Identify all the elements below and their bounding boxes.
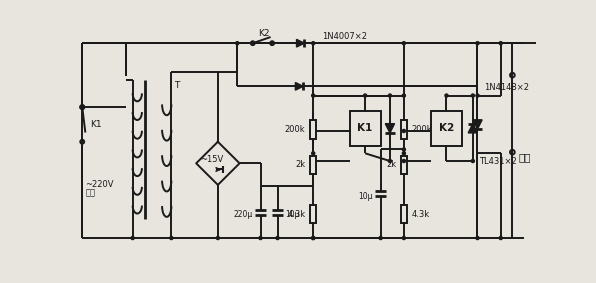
Polygon shape <box>473 120 482 129</box>
Bar <box>310 156 316 174</box>
Text: ~15V: ~15V <box>200 155 224 164</box>
Circle shape <box>379 237 382 239</box>
Bar <box>310 120 316 139</box>
Text: K2: K2 <box>439 123 454 133</box>
Bar <box>401 120 407 139</box>
Text: 插入: 插入 <box>85 189 95 198</box>
Text: 4.3k: 4.3k <box>412 210 430 219</box>
Text: 220μ: 220μ <box>234 210 253 219</box>
Polygon shape <box>468 124 477 133</box>
Text: ~220V: ~220V <box>85 180 114 188</box>
Polygon shape <box>297 39 305 47</box>
Circle shape <box>402 94 405 97</box>
Text: 10μ: 10μ <box>358 192 373 201</box>
Text: 2k: 2k <box>296 160 305 169</box>
Text: 1N4148×2: 1N4148×2 <box>484 83 529 92</box>
Circle shape <box>389 159 392 162</box>
Text: 200k: 200k <box>285 125 305 134</box>
Text: K1: K1 <box>90 120 102 129</box>
Polygon shape <box>296 82 303 90</box>
Text: 10μ: 10μ <box>285 210 300 219</box>
Bar <box>401 156 407 174</box>
Circle shape <box>402 148 405 151</box>
Circle shape <box>476 237 479 239</box>
Circle shape <box>170 237 173 239</box>
Circle shape <box>402 237 405 239</box>
Polygon shape <box>385 124 395 133</box>
Text: 输出: 输出 <box>519 152 531 162</box>
Bar <box>401 205 407 223</box>
Circle shape <box>216 237 219 239</box>
Circle shape <box>499 42 502 45</box>
Circle shape <box>402 42 405 45</box>
Circle shape <box>476 42 479 45</box>
Circle shape <box>389 94 392 97</box>
Text: 4.3k: 4.3k <box>287 210 305 219</box>
Circle shape <box>402 129 405 132</box>
Circle shape <box>312 94 315 97</box>
Bar <box>431 111 462 146</box>
Circle shape <box>499 237 502 239</box>
Circle shape <box>312 152 315 155</box>
Text: 200k: 200k <box>412 125 432 134</box>
Circle shape <box>471 94 474 97</box>
Circle shape <box>312 237 315 239</box>
Circle shape <box>235 42 239 45</box>
Circle shape <box>364 94 367 97</box>
Circle shape <box>312 237 315 239</box>
Text: K1: K1 <box>358 123 372 133</box>
Circle shape <box>476 94 479 97</box>
Circle shape <box>312 42 315 45</box>
Circle shape <box>402 152 405 155</box>
Text: T: T <box>175 81 180 90</box>
Circle shape <box>131 237 134 239</box>
Text: K2: K2 <box>258 29 270 38</box>
Text: 2k: 2k <box>386 160 396 169</box>
Bar <box>350 111 381 146</box>
Circle shape <box>471 159 474 162</box>
Circle shape <box>445 94 448 97</box>
Text: TL431×2: TL431×2 <box>479 156 517 166</box>
Circle shape <box>402 159 405 162</box>
Circle shape <box>259 237 262 239</box>
Circle shape <box>276 237 279 239</box>
Text: 1N4007×2: 1N4007×2 <box>322 32 368 41</box>
Bar <box>310 205 316 223</box>
